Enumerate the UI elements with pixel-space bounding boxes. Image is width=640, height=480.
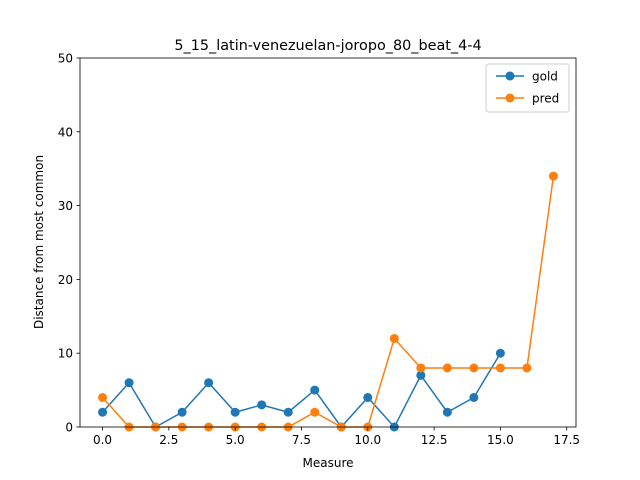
legend-marker-gold — [505, 71, 515, 81]
legend-item-pred: pred — [496, 92, 559, 106]
data-point-gold — [310, 385, 320, 395]
data-point-gold — [257, 400, 267, 410]
data-point-pred — [389, 333, 399, 343]
data-point-pred — [522, 363, 532, 373]
y-axis-title: Distance from most common — [32, 155, 46, 329]
plot-area — [98, 171, 558, 432]
data-point-gold — [495, 348, 505, 358]
legend-label-pred: pred — [532, 92, 559, 106]
data-point-pred — [310, 407, 320, 417]
x-tick-label: 10.0 — [354, 433, 381, 447]
data-point-pred — [548, 171, 558, 181]
legend: gold pred — [485, 63, 570, 113]
data-point-pred — [442, 363, 452, 373]
legend-item-gold: gold — [496, 70, 558, 84]
chart-title: 5_15_latin-venezuelan-joropo_80_beat_4-4 — [174, 38, 481, 54]
data-point-gold — [177, 407, 187, 417]
x-tick-label: 12.5 — [421, 433, 448, 447]
x-tick-label: 7.5 — [292, 433, 311, 447]
data-point-gold — [204, 378, 214, 388]
data-point-gold — [363, 392, 373, 402]
y-tick-label: 40 — [58, 125, 73, 139]
data-point-gold — [230, 407, 240, 417]
data-point-gold — [283, 407, 293, 417]
x-tick-label: 0.0 — [93, 433, 112, 447]
data-point-gold — [469, 392, 479, 402]
data-point-pred — [98, 392, 108, 402]
y-tick-label: 30 — [58, 199, 73, 213]
y-tick-label: 20 — [58, 273, 73, 287]
legend-marker-pred — [505, 93, 515, 103]
axes: 0.0 2.5 5.0 7.5 10.0 12.5 15.0 17.5 0 10 20 30 40 50 — [58, 52, 580, 448]
data-point-pred — [416, 363, 426, 373]
x-axis-title: Measure — [303, 456, 354, 470]
y-tick-label: 10 — [58, 347, 73, 361]
data-point-gold — [124, 378, 134, 388]
y-tick-label: 50 — [58, 52, 73, 66]
data-point-gold — [98, 407, 108, 417]
x-tick-label: 5.0 — [226, 433, 245, 447]
x-tick-label: 2.5 — [159, 433, 178, 447]
data-point-pred — [469, 363, 479, 373]
y-tick-label: 0 — [65, 421, 73, 435]
axes-frame — [79, 57, 577, 428]
x-tick-label: 15.0 — [487, 433, 514, 447]
data-point-gold — [442, 407, 452, 417]
legend-label-gold: gold — [532, 70, 558, 84]
series-line-gold — [101, 352, 502, 429]
data-point-pred — [495, 363, 505, 373]
x-tick-label: 17.5 — [553, 433, 580, 447]
data-point-gold — [416, 370, 426, 380]
series-gold — [98, 348, 505, 432]
